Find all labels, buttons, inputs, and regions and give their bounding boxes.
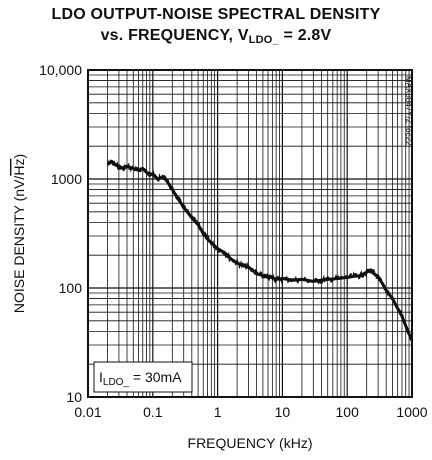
noise-texture [107,159,413,342]
annotation-box [93,361,193,393]
y-tick-label: 10 [66,389,82,405]
x-axis-label: FREQUENCY (kHz) [188,435,313,451]
y-axis-label: NOISE DENSITY (nV/Hz) [11,154,27,313]
title-subscript: LDO_ [248,34,279,46]
watermark: MAX8847Y/Z toc22 [404,76,413,146]
plot-frame [87,69,413,398]
x-tick-label: 100 [336,404,360,420]
y-tick-label: 10,000 [39,62,82,78]
svg-text:NOISE DENSITY (nV/Hz): NOISE DENSITY (nV/Hz) [11,154,27,313]
y-label-suffix: ) [11,154,27,159]
series-group [106,159,414,342]
annotation-label: ILDO_ = 30mA [99,369,182,388]
annotation-subscript: LDO_ [103,377,130,388]
x-tick-label: 1 [214,404,222,420]
chart-title-line1: LDO OUTPUT-NOISE SPECTRAL DENSITY [51,6,381,23]
title-suffix: = 2.8V [278,27,332,44]
y-tick-label: 100 [59,280,83,296]
tick-labels: 0.01 0.1 1 10 100 1000 10 100 1000 10,000 [39,62,428,420]
x-tick-label: 1000 [396,404,427,420]
annotation-suffix: = 30mA [129,369,182,385]
grid [87,70,412,398]
title-prefix: vs. FREQUENCY, V [100,27,249,44]
y-label-prefix: NOISE DENSITY (nV/ [11,176,27,314]
annotation-prefix: I [99,369,103,385]
chart-title-line2: vs. FREQUENCY, VLDO_ = 2.8V [0,27,432,46]
x-tick-label: 0.01 [74,404,101,420]
x-tick-label: 10 [275,404,291,420]
y-label-radicand: Hz [11,159,27,176]
x-tick-label: 0.1 [143,404,163,420]
y-tick-label: 1000 [51,171,82,187]
